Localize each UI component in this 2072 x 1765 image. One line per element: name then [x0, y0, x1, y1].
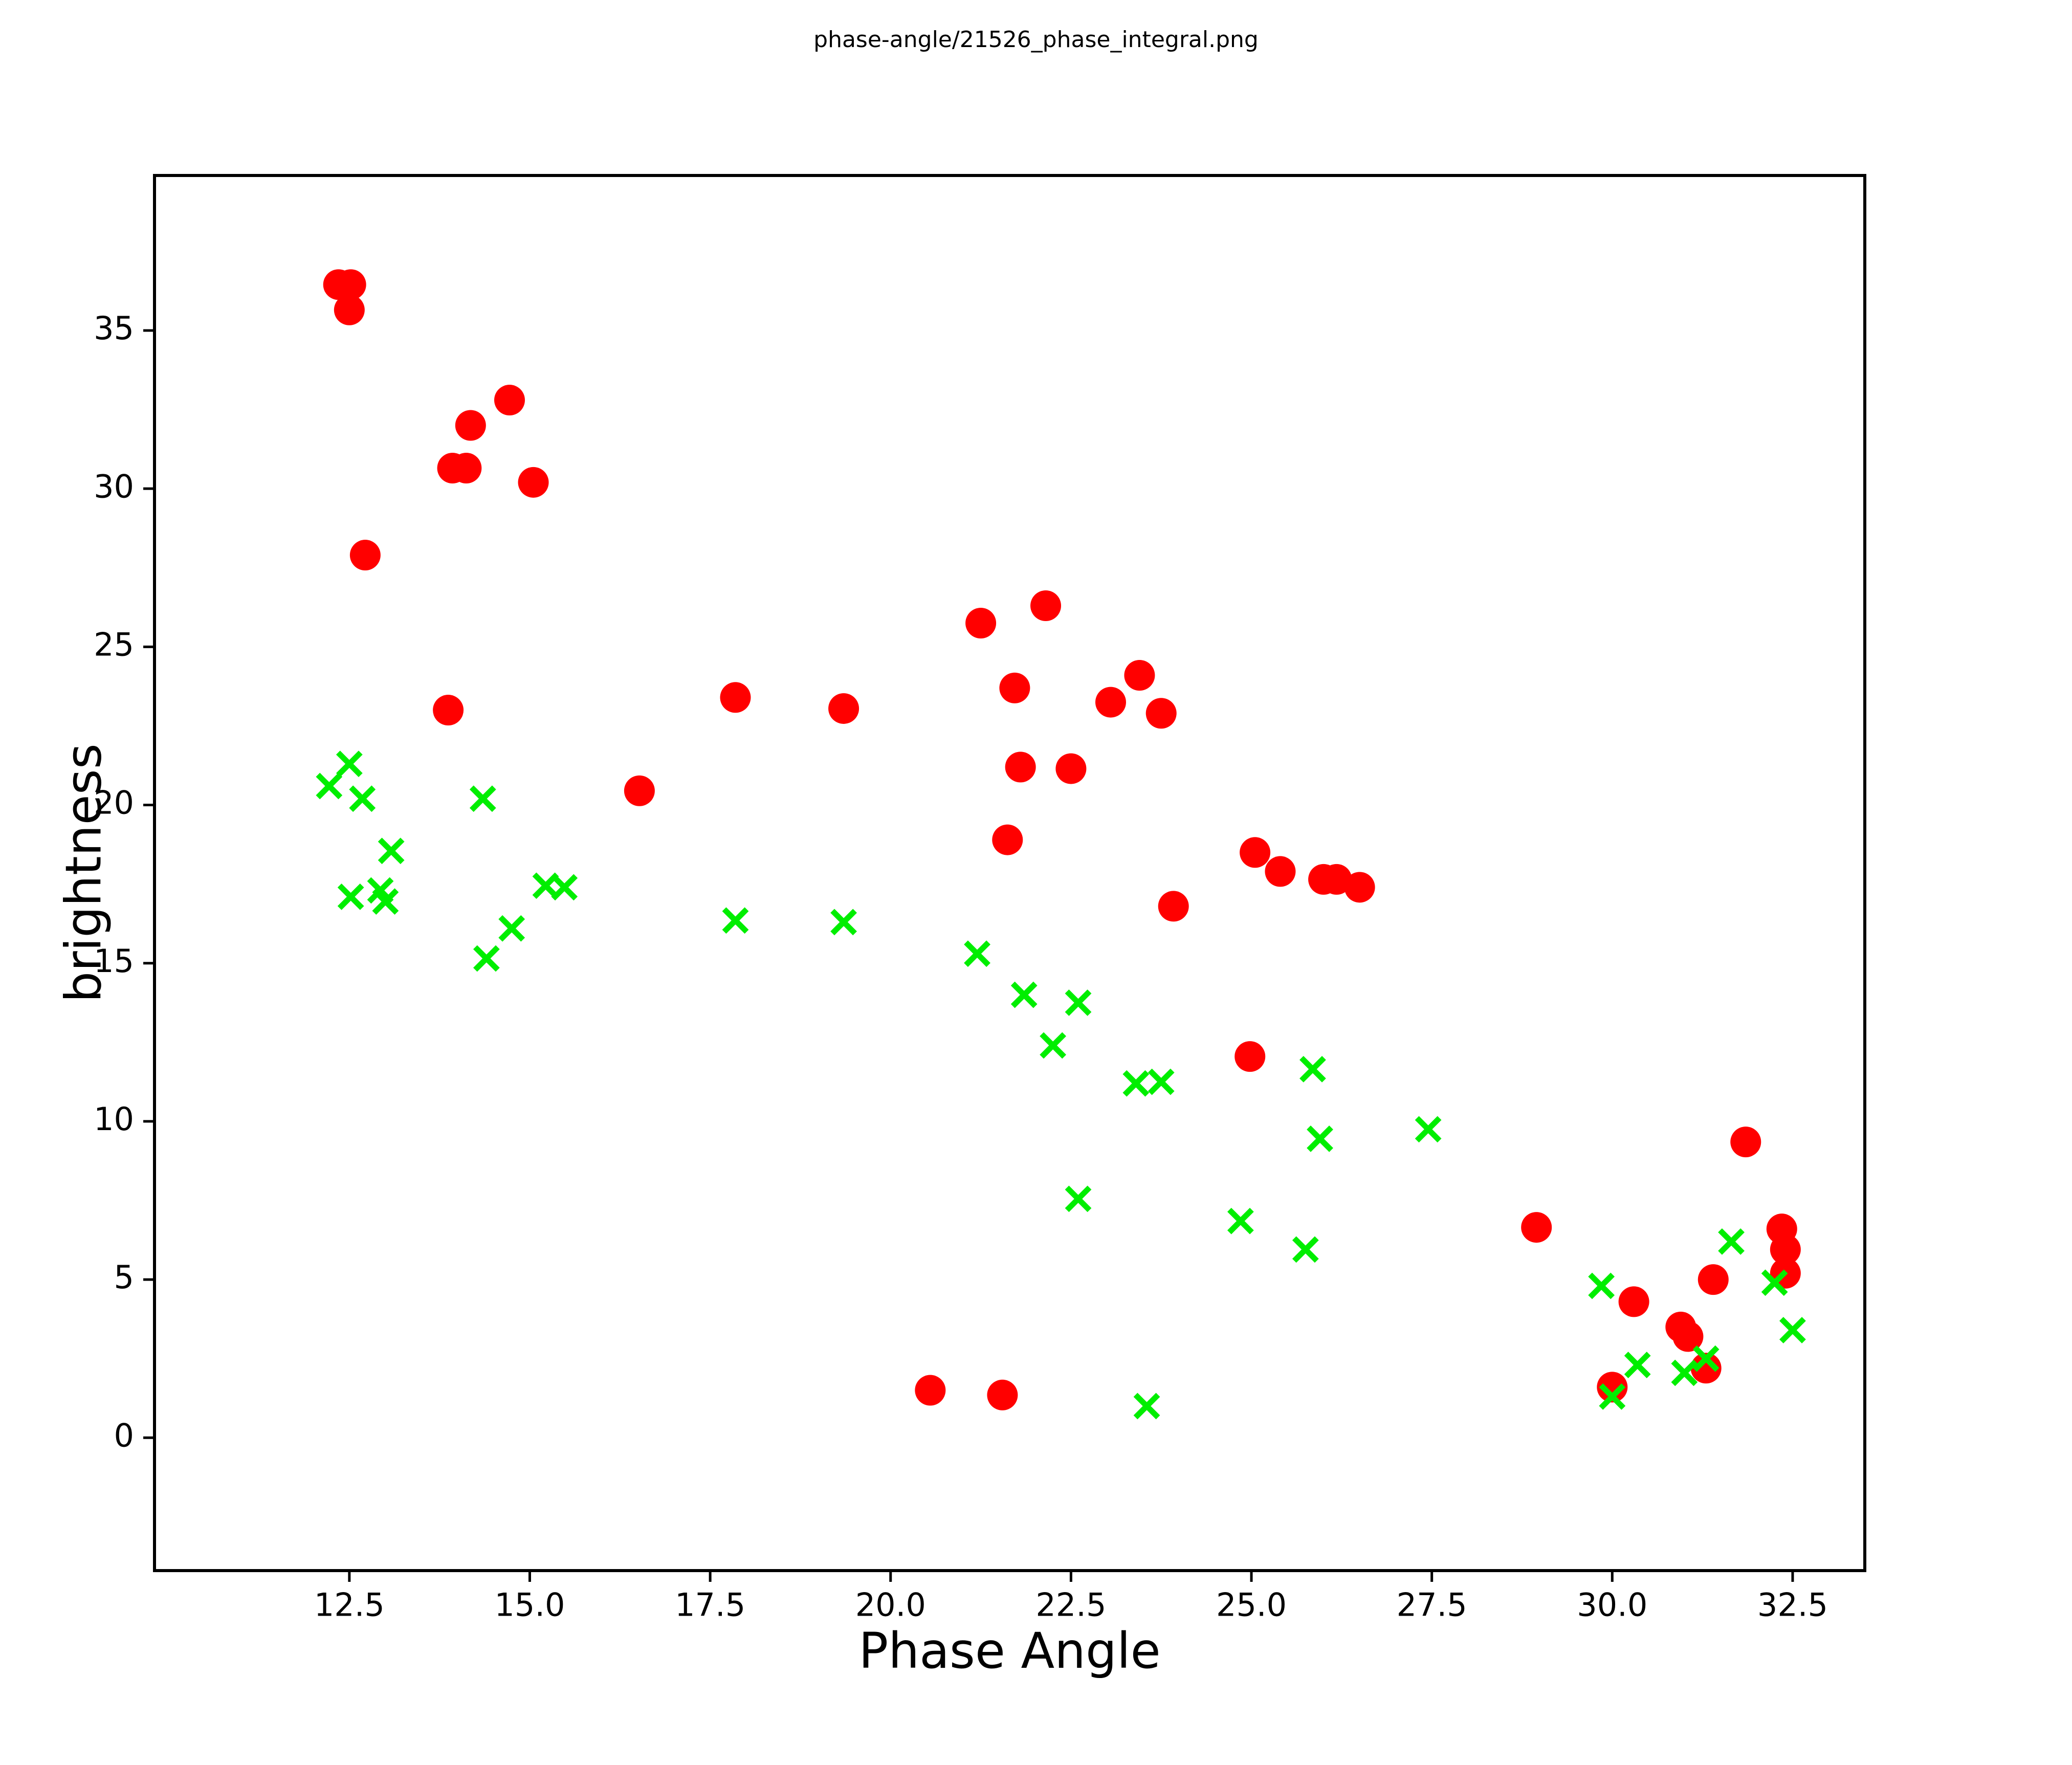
data-point-circle: [1521, 1212, 1552, 1243]
data-series-layer: [316, 269, 1806, 1420]
data-point-cross: [1718, 1228, 1745, 1255]
data-point-cross: [349, 785, 376, 812]
data-point-cross: [1065, 989, 1092, 1016]
y-tick-label: 5: [114, 1259, 134, 1296]
data-point-cross: [830, 909, 857, 936]
data-point-circle: [1770, 1234, 1801, 1265]
data-point-cross: [1415, 1116, 1442, 1143]
data-point-cross: [964, 940, 990, 967]
y-axis-ticks: 0 5 10 15 20 25 30 35: [94, 310, 155, 1454]
y-tick-label: 20: [94, 784, 134, 822]
data-point-circle: [999, 672, 1030, 703]
y-tick-label: 35: [94, 310, 134, 347]
data-point-cross: [1624, 1352, 1651, 1378]
y-tick-label: 15: [94, 942, 134, 980]
data-point-circle: [915, 1375, 946, 1406]
data-point-circle: [1158, 891, 1189, 922]
x-tick-label: 30.0: [1577, 1586, 1647, 1623]
data-point-cross: [1779, 1317, 1806, 1343]
data-point-circle: [1124, 660, 1155, 691]
data-point-circle: [1321, 864, 1352, 895]
y-tick-label: 25: [94, 626, 134, 663]
data-point-cross: [1148, 1068, 1175, 1095]
x-tick-label: 17.5: [675, 1586, 745, 1623]
data-point-circle: [334, 294, 365, 325]
data-point-circle: [1730, 1127, 1761, 1158]
axes-frame: [153, 174, 1866, 1572]
data-point-cross: [1010, 981, 1038, 1008]
data-point-circle: [1597, 1372, 1628, 1403]
data-point-circle: [1344, 872, 1375, 903]
data-point-cross: [1299, 1056, 1326, 1083]
data-point-cross: [1133, 1393, 1160, 1420]
plot-border: [153, 174, 1866, 1572]
data-point-cross: [1307, 1126, 1333, 1152]
y-axis-title: brightness: [55, 743, 112, 1002]
data-point-cross: [378, 837, 405, 865]
data-point-cross: [1292, 1236, 1319, 1263]
data-point-circle: [335, 269, 366, 300]
x-tick-label: 15.0: [494, 1586, 565, 1623]
data-point-cross: [336, 751, 363, 778]
data-point-circle: [1265, 856, 1296, 887]
x-tick-label: 12.5: [314, 1586, 385, 1623]
data-point-circle: [1672, 1321, 1704, 1352]
data-point-circle: [518, 467, 549, 498]
data-point-circle: [992, 824, 1023, 855]
series-green-crosses: [316, 751, 1806, 1420]
data-point-cross: [1122, 1070, 1150, 1097]
data-point-circle: [624, 775, 655, 806]
data-point-cross: [1065, 1185, 1092, 1212]
y-tick-label: 0: [114, 1417, 134, 1454]
figure-title: phase-angle/21526_phase_integral.png: [813, 27, 1259, 53]
series-red-circles: [323, 269, 1801, 1410]
x-tick-label: 27.5: [1397, 1586, 1467, 1623]
data-point-circle: [1055, 753, 1087, 784]
data-point-circle: [451, 452, 482, 483]
data-point-cross: [1692, 1345, 1720, 1372]
data-point-cross: [337, 883, 364, 910]
data-point-cross: [1227, 1207, 1254, 1234]
y-tick-label: 10: [94, 1100, 134, 1138]
x-tick-label: 20.0: [855, 1586, 926, 1623]
data-point-circle: [1145, 698, 1177, 729]
data-point-cross: [722, 907, 749, 934]
x-tick-label: 25.0: [1216, 1586, 1287, 1623]
x-axis-ticks: 12.5 15.0 17.5 20.0 22.5 25.0 27.5 30.0 32.5: [314, 1571, 1828, 1623]
y-tick-label: 30: [94, 468, 134, 505]
data-point-cross: [551, 874, 578, 901]
data-point-circle: [1698, 1264, 1729, 1295]
data-point-cross: [1671, 1359, 1698, 1386]
data-point-circle: [987, 1379, 1018, 1410]
data-point-cross: [473, 945, 500, 972]
data-point-circle: [720, 682, 751, 713]
data-point-circle: [433, 695, 464, 726]
data-point-circle: [1030, 590, 1062, 621]
data-point-circle: [1690, 1353, 1722, 1384]
data-point-cross: [1599, 1383, 1626, 1410]
data-point-cross: [316, 773, 343, 800]
data-point-circle: [1095, 687, 1126, 718]
data-point-circle: [1240, 837, 1271, 868]
data-point-circle: [828, 693, 859, 724]
data-point-circle: [1618, 1286, 1649, 1317]
data-point-cross: [372, 888, 399, 915]
data-point-circle: [1005, 752, 1036, 783]
data-point-cross: [498, 915, 525, 942]
data-point-circle: [1235, 1041, 1266, 1072]
x-tick-label: 22.5: [1035, 1586, 1106, 1623]
data-point-cross: [469, 785, 496, 812]
data-point-cross: [1588, 1272, 1615, 1299]
x-axis-title: Phase Angle: [858, 1622, 1160, 1680]
x-tick-label: 32.5: [1757, 1586, 1828, 1623]
data-point-cross: [1761, 1269, 1788, 1296]
data-point-circle: [349, 540, 381, 571]
data-point-circle: [494, 385, 525, 416]
data-point-circle: [965, 607, 997, 638]
data-point-cross: [1040, 1032, 1067, 1059]
data-point-circle: [455, 410, 486, 441]
